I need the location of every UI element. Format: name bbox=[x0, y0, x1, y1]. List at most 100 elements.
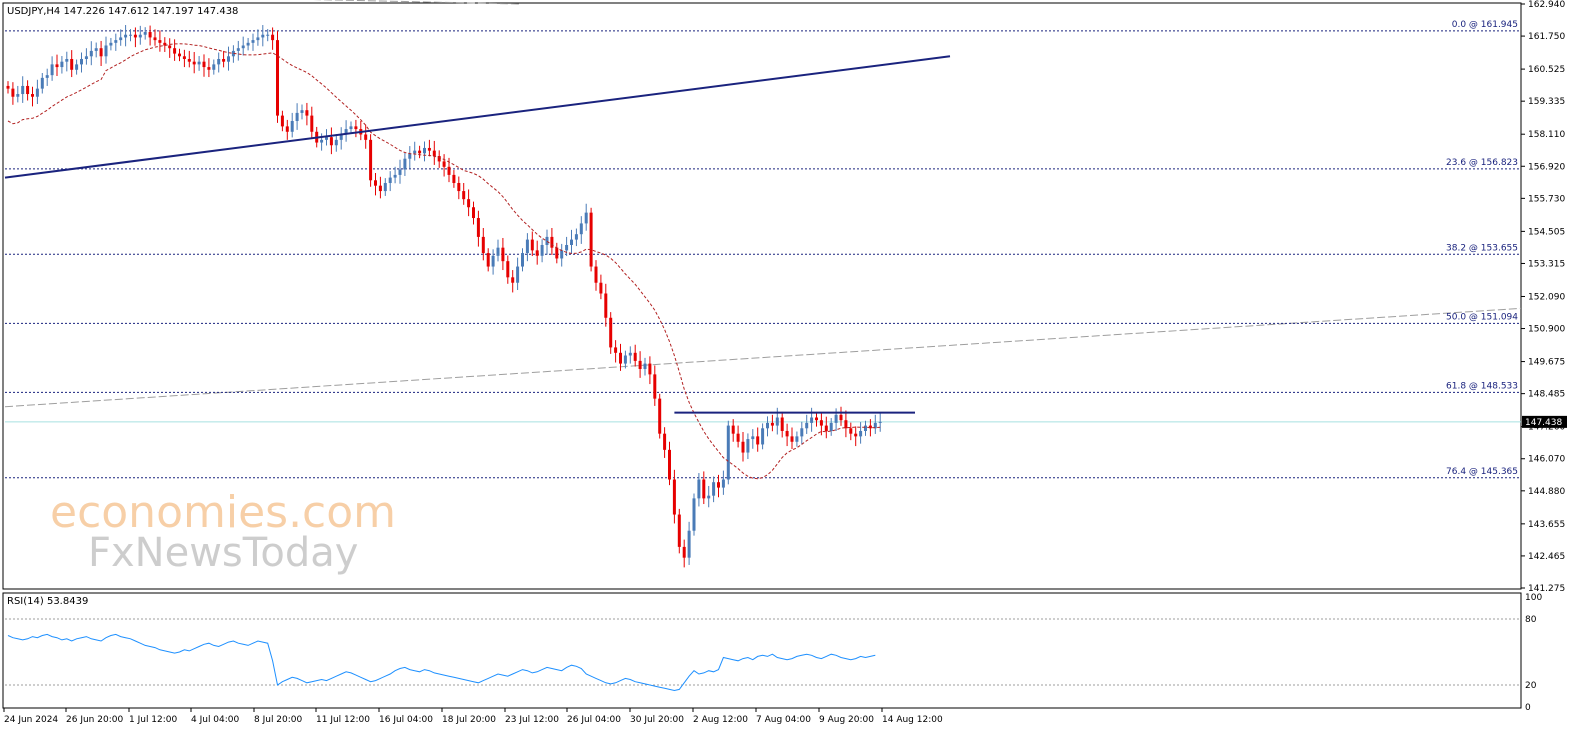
rising-trend-line bbox=[4, 55, 951, 179]
candle-body bbox=[124, 34, 128, 38]
candle-body bbox=[452, 174, 456, 183]
candle-body bbox=[663, 433, 667, 450]
candle-body bbox=[217, 58, 221, 65]
time-tick-label: 2 Aug 12:00 bbox=[693, 715, 748, 725]
candle-body bbox=[11, 88, 15, 97]
candle-body bbox=[579, 223, 583, 235]
candle-body bbox=[378, 185, 382, 192]
candle-body bbox=[805, 422, 809, 429]
candle-body bbox=[212, 64, 216, 70]
candle-body bbox=[702, 479, 706, 499]
candle-body bbox=[785, 430, 789, 437]
candle-body bbox=[864, 425, 867, 431]
time-tick-label: 7 Aug 04:00 bbox=[756, 715, 811, 725]
candle-body bbox=[16, 94, 20, 97]
candle-body bbox=[780, 417, 784, 431]
candle-body bbox=[525, 239, 529, 254]
candle-body bbox=[574, 234, 578, 240]
candle-body bbox=[672, 479, 676, 515]
moving-average bbox=[7, 43, 881, 480]
candle-body bbox=[521, 253, 524, 267]
rsi-line bbox=[7, 633, 876, 692]
candle-body bbox=[726, 425, 730, 480]
candle-body bbox=[570, 239, 573, 245]
candle-body bbox=[231, 50, 235, 57]
candle-body bbox=[628, 352, 632, 356]
candle-body bbox=[731, 425, 735, 434]
candle-body bbox=[305, 110, 309, 116]
candle-body bbox=[486, 253, 490, 267]
candle-body bbox=[21, 85, 25, 95]
candle-body bbox=[540, 244, 544, 256]
candle-body bbox=[756, 436, 760, 445]
price-tick-label: 161.750 bbox=[1528, 32, 1565, 42]
candle-body bbox=[638, 360, 642, 369]
candle-body bbox=[810, 417, 814, 423]
candle-body bbox=[153, 37, 157, 41]
candle-body bbox=[594, 266, 598, 283]
main-panel-frame bbox=[2, 2, 1522, 590]
candle-body bbox=[271, 34, 275, 41]
candle-body bbox=[854, 433, 858, 437]
candle-body bbox=[844, 420, 848, 429]
candle-body bbox=[398, 169, 402, 175]
candle-body bbox=[50, 64, 54, 76]
candle-body bbox=[45, 75, 49, 78]
time-tick-label: 16 Jul 04:00 bbox=[379, 715, 433, 725]
channel-lower-line bbox=[4, 307, 1522, 408]
candle-body bbox=[530, 239, 534, 251]
candle-body bbox=[109, 42, 113, 46]
current-price-label: 147.438 bbox=[1525, 418, 1562, 428]
price-tick-label: 160.525 bbox=[1528, 65, 1565, 75]
rsi-tick-label: 0 bbox=[1525, 703, 1531, 713]
candle-body bbox=[506, 261, 510, 278]
candle-body bbox=[285, 126, 289, 132]
candle-body bbox=[168, 45, 172, 49]
price-tick-label: 152.090 bbox=[1528, 292, 1565, 302]
candle-body bbox=[104, 45, 108, 57]
candle-body bbox=[878, 421, 882, 423]
candle-body bbox=[447, 166, 451, 175]
watermark-fxnewstoday: FxNewsToday bbox=[88, 530, 358, 576]
time-tick-label: 18 Jul 20:00 bbox=[442, 715, 496, 725]
candle-body bbox=[472, 207, 475, 219]
candle-body bbox=[143, 32, 147, 35]
candles bbox=[6, 25, 882, 568]
candle-body bbox=[834, 414, 838, 423]
candle-body bbox=[766, 422, 769, 429]
candle-body bbox=[741, 441, 745, 453]
candle-body bbox=[545, 236, 549, 245]
fib-level-label: 23.6 @ 156.823 bbox=[1446, 158, 1518, 168]
candle-body bbox=[658, 398, 662, 434]
candle-body bbox=[496, 247, 500, 256]
candle-body bbox=[129, 34, 132, 36]
candle-body bbox=[692, 498, 696, 531]
time-tick-label: 9 Aug 20:00 bbox=[819, 715, 874, 725]
candle-body bbox=[99, 48, 103, 57]
candle-body bbox=[770, 422, 774, 426]
candle-body bbox=[148, 32, 152, 38]
price-tick-label: 148.485 bbox=[1528, 390, 1565, 400]
candle-body bbox=[236, 48, 240, 51]
price-tick-label: 154.505 bbox=[1528, 227, 1565, 237]
candle-body bbox=[26, 85, 30, 95]
candle-body bbox=[668, 449, 671, 480]
time-tick-label: 26 Jun 20:00 bbox=[66, 715, 123, 725]
time-tick-label: 24 Jun 2024 bbox=[4, 715, 58, 725]
candle-body bbox=[310, 115, 314, 132]
time-axis: 24 Jun 2024 26 Jun 20:00 1 Jul 12:00 4 Jul … bbox=[3, 708, 943, 725]
candle-body bbox=[623, 355, 627, 364]
candle-body bbox=[182, 56, 186, 59]
candle-body bbox=[873, 422, 877, 429]
price-tick-label: 146.070 bbox=[1528, 455, 1565, 465]
candle-body bbox=[712, 482, 716, 496]
time-tick-label: 8 Jul 20:00 bbox=[254, 715, 303, 725]
chart-header: USDJPY,H4 147.226 147.612 147.197 147.43… bbox=[7, 6, 238, 17]
candle-body bbox=[276, 40, 279, 116]
fib-level-label: 38.2 @ 153.655 bbox=[1446, 243, 1518, 253]
time-tick-label: 30 Jul 20:00 bbox=[630, 715, 684, 725]
candle-body bbox=[589, 212, 593, 267]
candle-body bbox=[65, 58, 69, 62]
candle-body bbox=[800, 428, 804, 437]
time-tick-label: 14 Aug 12:00 bbox=[882, 715, 943, 725]
